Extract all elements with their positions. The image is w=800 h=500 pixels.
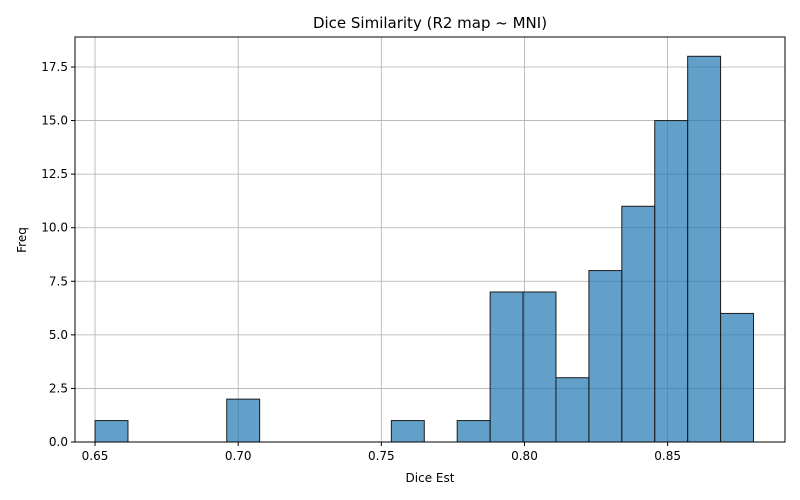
histogram-bar [720, 312, 755, 443]
y-tick-label: 5.0 [49, 328, 68, 342]
y-tick-label: 7.5 [49, 274, 68, 288]
histogram-bar [489, 291, 524, 443]
histogram-bar [588, 270, 623, 443]
histogram-bars [94, 55, 755, 443]
plot-frame [74, 36, 786, 443]
chart-title: Dice Similarity (R2 map ~ MNI) [313, 14, 547, 32]
y-tick-label: 17.5 [41, 60, 68, 74]
histogram-bar [522, 291, 557, 443]
histogram-bar [390, 420, 425, 443]
x-tick-label: 0.75 [368, 449, 395, 463]
histogram-bar [687, 55, 722, 443]
histogram-bar [654, 120, 689, 443]
y-tick-label: 12.5 [41, 167, 68, 181]
x-tick-label: 0.65 [82, 449, 109, 463]
histogram-bar [555, 377, 590, 443]
histogram-bar [456, 420, 491, 443]
x-axis-label: Dice Est [406, 471, 455, 485]
y-tick-label: 0.0 [49, 435, 68, 449]
y-tick-label: 15.0 [41, 114, 68, 128]
y-tick-label: 10.0 [41, 221, 68, 235]
y-axis-label: Freq [15, 227, 29, 253]
histogram-bar [226, 398, 261, 443]
histogram-bar [94, 420, 129, 443]
x-tick-label: 0.80 [511, 449, 538, 463]
x-tick-label: 0.85 [654, 449, 681, 463]
histogram-bar [621, 205, 656, 443]
axes-frame [74, 36, 786, 443]
axis-ticks: 0.65 0.70 0.75 0.80 0.85 0.0 2.5 5.0 7.5 10.0 12.5… [41, 60, 681, 463]
x-tick-label: 0.70 [225, 449, 252, 463]
y-tick-label: 2.5 [49, 381, 68, 395]
